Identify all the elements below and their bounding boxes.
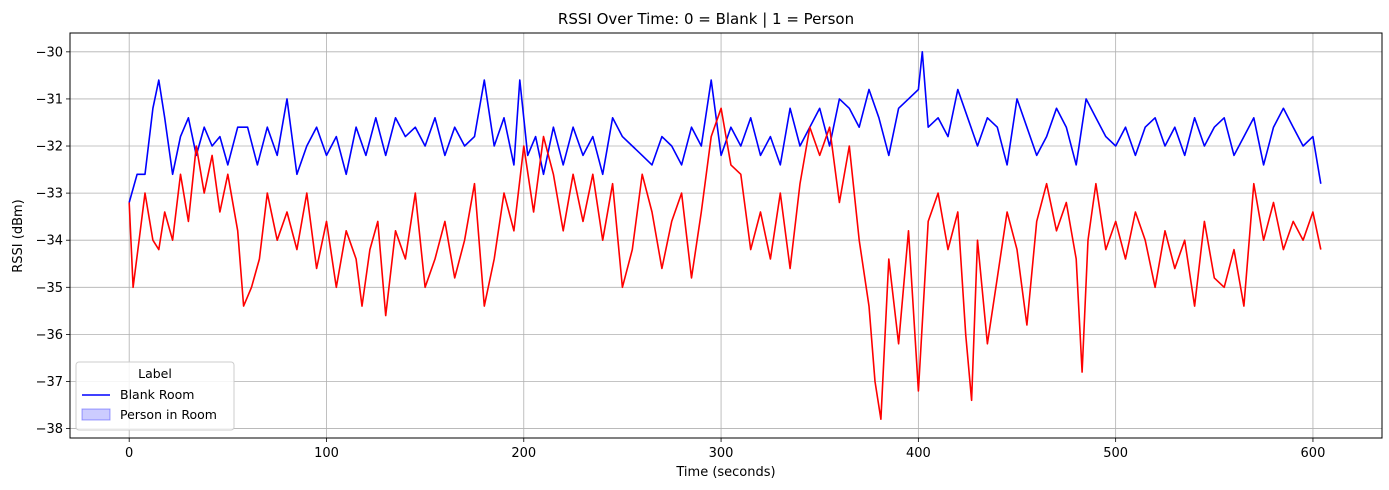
y-tick-label: −33	[36, 187, 63, 202]
y-axis: −30 −31 −32 −33 −34 −35 −36 −37 −38	[36, 45, 70, 437]
y-tick-label: −34	[36, 234, 63, 249]
y-tick-label: −31	[36, 92, 63, 107]
series-layer	[128, 50, 1322, 421]
legend-title: Label	[138, 366, 172, 381]
x-tick-label: 0	[125, 446, 133, 461]
y-tick-label: −32	[36, 140, 63, 155]
x-axis-title: Time (seconds)	[675, 465, 775, 480]
chart-title: RSSI Over Time: 0 = Blank | 1 = Person	[558, 10, 854, 28]
legend: Label Blank Room Person in Room	[75, 361, 235, 431]
x-tick-label: 500	[1103, 446, 1128, 461]
y-axis-title: RSSI (dBm)	[11, 199, 26, 272]
y-tick-label: −37	[36, 375, 63, 390]
series-line-1	[128, 107, 1322, 421]
x-tick-label: 600	[1301, 446, 1326, 461]
y-tick-label: −35	[36, 281, 63, 296]
series-line-0	[128, 50, 1322, 203]
legend-label-blank-room: Blank Room	[120, 387, 194, 402]
legend-swatch-person-in-room	[81, 408, 111, 421]
y-tick-label: −38	[36, 422, 63, 437]
legend-box	[75, 361, 235, 431]
legend-label-person-in-room: Person in Room	[120, 407, 217, 422]
x-tick-label: 400	[906, 446, 931, 461]
x-axis: 0 100 200 300 400 500 600	[125, 438, 1325, 461]
y-tick-label: −30	[36, 45, 63, 60]
x-tick-label: 300	[709, 446, 734, 461]
y-tick-label: −36	[36, 328, 63, 343]
x-tick-label: 200	[511, 446, 536, 461]
x-tick-label: 100	[314, 446, 339, 461]
grid	[70, 33, 1382, 438]
plot-frame	[69, 32, 1383, 439]
